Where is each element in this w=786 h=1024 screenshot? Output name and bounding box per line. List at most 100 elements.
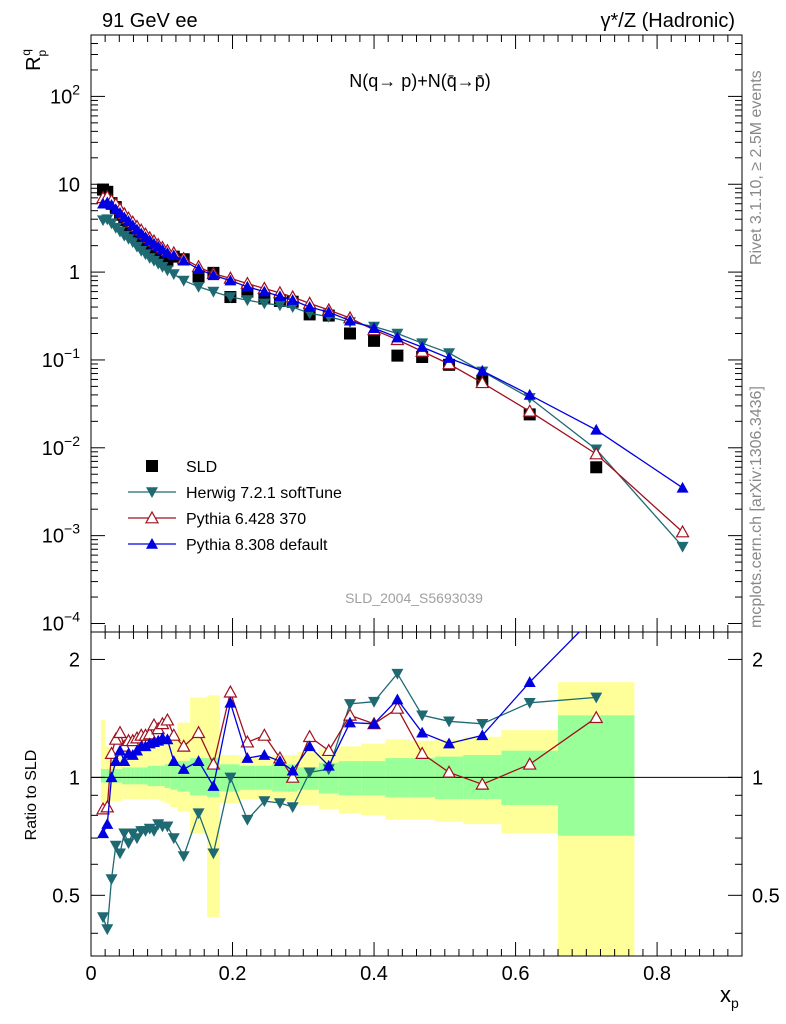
main-point-herwig-7-2-1-softtune: [207, 286, 220, 298]
ratio-band-inner: [177, 761, 191, 792]
main-point-pythia-8-308-default: [241, 280, 254, 292]
ratio-point-pythia-6-428-370: [442, 765, 457, 778]
ratio-point-herwig-7-2-1-softtune: [147, 826, 160, 837]
ratio-point-herwig-7-2-1-softtune: [224, 772, 237, 784]
ratio-point-pythia-8-308-default: [97, 827, 110, 839]
ratio-series-herwig-7-2-1-softtune: [97, 668, 603, 936]
ratio-point-herwig-7-2-1-softtune: [130, 833, 143, 845]
main-line-pythia-6-428-370: [102, 196, 684, 533]
ratio-point-pythia-6-428-370: [302, 729, 317, 743]
ratio-point-pythia-8-308-default: [416, 726, 429, 738]
ratio-band-outer: [207, 695, 220, 918]
ratio-point-herwig-7-2-1-softtune: [343, 699, 356, 710]
ratio-point-pythia-6-428-370: [108, 732, 123, 745]
main-point-pythia-8-308-default: [443, 352, 456, 363]
ratio-point-pythia-6-428-370: [104, 746, 119, 759]
main-point-herwig-7-2-1-softtune: [258, 298, 271, 310]
ratio-band-inner: [105, 769, 110, 783]
ratio-point-herwig-7-2-1-softtune: [167, 833, 180, 845]
main-point-pythia-8-308-default: [343, 314, 356, 326]
ratio-point-pythia-8-308-default: [303, 740, 316, 752]
ratio-band-inner: [113, 769, 118, 783]
y-tick-label: 10: [58, 174, 80, 196]
rivet-version-label: Rivet 3.1.10, ≥ 2.5M events: [748, 70, 765, 265]
ratio-band-inner: [134, 767, 140, 785]
ratio-point-herwig-7-2-1-softtune: [97, 912, 110, 924]
main-point-pythia-8-308-default: [273, 290, 286, 302]
main-series-sld: [97, 183, 603, 474]
ratio-point-herwig-7-2-1-softtune: [109, 840, 122, 852]
mcplots-label: mcplots.cern.ch [arXiv:1306.3436]: [748, 386, 765, 628]
main-point-herwig-7-2-1-softtune: [676, 541, 689, 553]
main-point-pythia-8-308-default: [303, 301, 316, 312]
ratio-point-pythia-8-308-default: [161, 733, 174, 745]
ratio-point-pythia-8-308-default: [523, 676, 536, 687]
ratio-band-inner: [139, 767, 144, 785]
ratio-point-herwig-7-2-1-softtune: [303, 767, 316, 779]
main-point-pythia-8-308-default: [523, 388, 536, 400]
main-point-pythia-6-428-370: [522, 404, 537, 417]
ratio-point-herwig-7-2-1-softtune: [590, 692, 603, 704]
ratio-point-pythia-8-308-default: [391, 693, 404, 705]
main-point-pythia-6-428-370: [442, 356, 457, 370]
ratio-point-pythia-8-308-default: [177, 763, 190, 774]
main-point-herwig-7-2-1-softtune: [286, 302, 299, 314]
ratio-band-inner: [338, 761, 362, 796]
ratio-point-pythia-8-308-default: [105, 771, 118, 783]
ratio-point-pythia-8-308-default: [118, 755, 131, 766]
main-point-pythia-8-308-default: [286, 294, 299, 305]
main-point-herwig-7-2-1-softtune: [161, 265, 174, 277]
ratio-band-inner: [143, 767, 148, 785]
analysis-id-label: SLD_2004_S5693039: [345, 590, 483, 606]
ratio-point-pythia-8-308-default: [368, 717, 381, 729]
ratio-point-herwig-7-2-1-softtune: [101, 924, 114, 936]
main-point-pythia-8-308-default: [258, 285, 271, 297]
ratio-band-inner: [297, 767, 319, 790]
x-axis-label: xp: [720, 982, 739, 1011]
ratio-point-pythia-6-428-370: [166, 728, 181, 741]
main-point-sld: [192, 270, 205, 283]
ratio-band-inner: [170, 762, 178, 790]
ratio-y-tick-label-right: 0.5: [752, 885, 780, 907]
legend-marker: [146, 538, 158, 549]
ratio-point-pythia-6-428-370: [100, 799, 115, 813]
ratio-point-herwig-7-2-1-softtune: [105, 874, 118, 886]
ratio-band-inner: [558, 715, 635, 836]
ratio-point-pythia-6-428-370: [160, 712, 175, 726]
ratio-point-pythia-6-428-370: [589, 710, 604, 724]
ratio-band-inner: [361, 761, 386, 796]
main-point-pythia-6-428-370: [675, 524, 690, 538]
ratio-point-pythia-8-308-default: [192, 755, 205, 766]
ratio-y-tick-label: 1: [69, 767, 80, 789]
ratio-point-herwig-7-2-1-softtune: [476, 719, 489, 730]
ratio-band-inner: [100, 769, 106, 783]
x-tick-label: 0.2: [219, 963, 247, 985]
ratio-y-tick-label-right: 1: [752, 767, 763, 789]
main-point-herwig-7-2-1-softtune: [273, 300, 286, 312]
y-tick-label: 1: [69, 262, 80, 284]
ratio-band-inner: [160, 765, 165, 787]
x-tick-label: 0.8: [643, 963, 671, 985]
x-tick-label: 0.4: [360, 963, 388, 985]
ratio-band-inner: [147, 765, 152, 787]
ratio-point-pythia-6-428-370: [176, 739, 191, 752]
ratio-point-pythia-6-428-370: [415, 746, 430, 759]
svg-text:xp: xp: [720, 982, 739, 1011]
ratio-point-herwig-7-2-1-softtune: [177, 851, 190, 862]
ratio-point-pythia-8-308-default: [273, 755, 286, 766]
ratio-point-pythia-6-428-370: [522, 757, 537, 770]
ratio-band-outer: [100, 720, 106, 804]
ratio-point-pythia-8-308-default: [109, 755, 122, 766]
ratio-point-pythia-6-428-370: [206, 757, 221, 770]
main-point-pythia-8-308-default: [476, 364, 489, 376]
main-point-pythia-8-308-default: [322, 306, 335, 317]
ratio-point-pythia-8-308-default: [224, 696, 237, 708]
main-point-sld: [391, 349, 404, 362]
y-tick-label: 10−1: [42, 345, 80, 372]
ratio-point-pythia-6-428-370: [285, 770, 300, 783]
main-point-pythia-8-308-default: [224, 274, 237, 286]
main-point-pythia-8-308-default: [590, 423, 603, 435]
ratio-point-herwig-7-2-1-softtune: [273, 798, 286, 810]
ratio-point-pythia-8-308-default: [241, 752, 254, 763]
